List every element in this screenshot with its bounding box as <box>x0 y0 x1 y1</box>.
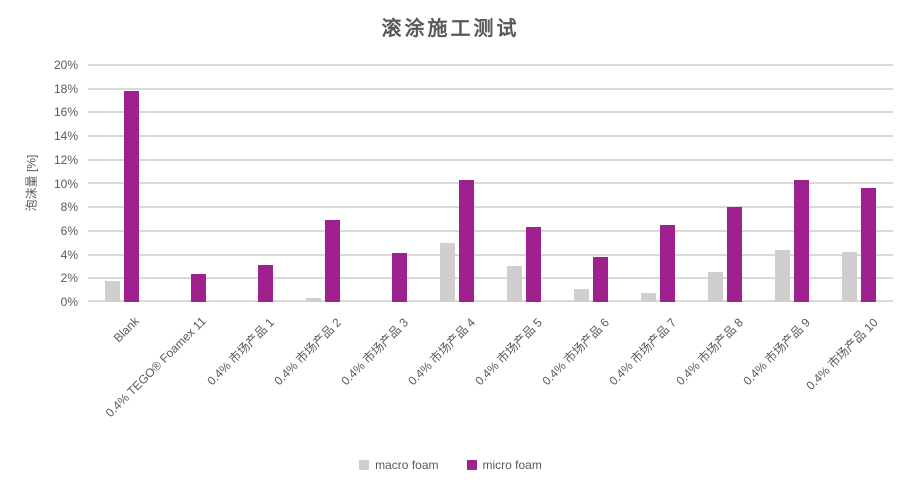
bar-micro-foam <box>459 180 474 302</box>
gridline <box>88 159 893 161</box>
legend-item-macro-foam: macro foam <box>359 458 439 472</box>
y-tick-label: 18% <box>53 82 78 96</box>
legend-label-macro-foam: macro foam <box>375 458 439 472</box>
x-axis-label: 0.4% 市场产品 8 <box>673 315 747 389</box>
legend: macro foam micro foam <box>0 458 901 472</box>
x-axis-label: 0.4% 市场产品 9 <box>740 315 814 389</box>
gridline <box>88 88 893 90</box>
bar-micro-foam <box>325 220 340 302</box>
bar-micro-foam <box>526 227 541 302</box>
plot-area <box>88 64 893 302</box>
gridline <box>88 111 893 113</box>
bar-micro-foam <box>727 207 742 302</box>
x-axis-label: 0.4% 市场产品 2 <box>271 315 345 389</box>
gridline <box>88 277 893 279</box>
x-axis-labels: Blank 0.4% TEGO® Foamex 11 0.4% 市场产品 1 0.4%… <box>88 302 893 442</box>
x-axis-label: 0.4% 市场产品 1 <box>204 315 278 389</box>
legend-swatch-macro-foam <box>359 460 370 470</box>
legend-label-micro-foam: micro foam <box>482 458 542 472</box>
bar-macro-foam <box>105 281 120 302</box>
y-tick-label: 14% <box>53 129 78 143</box>
bar-micro-foam <box>593 257 608 302</box>
bar-macro-foam <box>306 298 321 302</box>
x-axis-label: 0.4% 市场产品 5 <box>472 315 546 389</box>
legend-swatch-micro-foam <box>466 460 477 470</box>
y-tick-label: 20% <box>53 58 78 72</box>
y-tick-label: 16% <box>53 105 78 119</box>
bar-micro-foam <box>258 265 273 302</box>
x-axis-label: 0.4% 市场产品 7 <box>606 315 680 389</box>
bar-macro-foam <box>775 250 790 302</box>
bar-micro-foam <box>392 253 407 302</box>
bar-macro-foam <box>440 243 455 302</box>
x-axis-line <box>88 300 893 302</box>
bar-macro-foam <box>641 293 656 302</box>
bar-macro-foam <box>507 266 522 302</box>
gridline <box>88 206 893 208</box>
y-axis-ticks: 0% 2% 4% 6% 8% 10% 12% 14% 16% 18% 20% <box>0 58 78 309</box>
gridline <box>88 135 893 137</box>
bar-macro-foam <box>842 252 857 302</box>
gridline <box>88 230 893 232</box>
bar-micro-foam <box>124 91 139 302</box>
y-tick-label: 8% <box>60 200 78 214</box>
x-axis-label: 0.4% 市场产品 4 <box>405 315 479 389</box>
bar-micro-foam <box>861 188 876 302</box>
y-tick-label: 2% <box>60 271 78 285</box>
x-axis-label: 0.4% 市场产品 6 <box>539 315 613 389</box>
gridline <box>88 64 893 66</box>
bar-micro-foam <box>660 225 675 302</box>
x-axis-label: Blank <box>110 314 142 346</box>
x-axis-label: 0.4% 市场产品 3 <box>338 315 412 389</box>
y-tick-label: 10% <box>53 177 78 191</box>
chart-title: 滚涂施工测试 <box>381 18 520 40</box>
gridline <box>88 182 893 184</box>
y-tick-label: 12% <box>53 153 78 167</box>
bar-micro-foam <box>794 180 809 302</box>
legend-item-micro-foam: micro foam <box>466 458 542 472</box>
y-tick-label: 4% <box>60 248 78 262</box>
bar-macro-foam <box>708 272 723 302</box>
bar-macro-foam <box>574 289 589 302</box>
bar-micro-foam <box>191 274 206 302</box>
y-tick-label: 0% <box>60 295 78 309</box>
y-tick-label: 6% <box>60 224 78 238</box>
gridline <box>88 254 893 256</box>
